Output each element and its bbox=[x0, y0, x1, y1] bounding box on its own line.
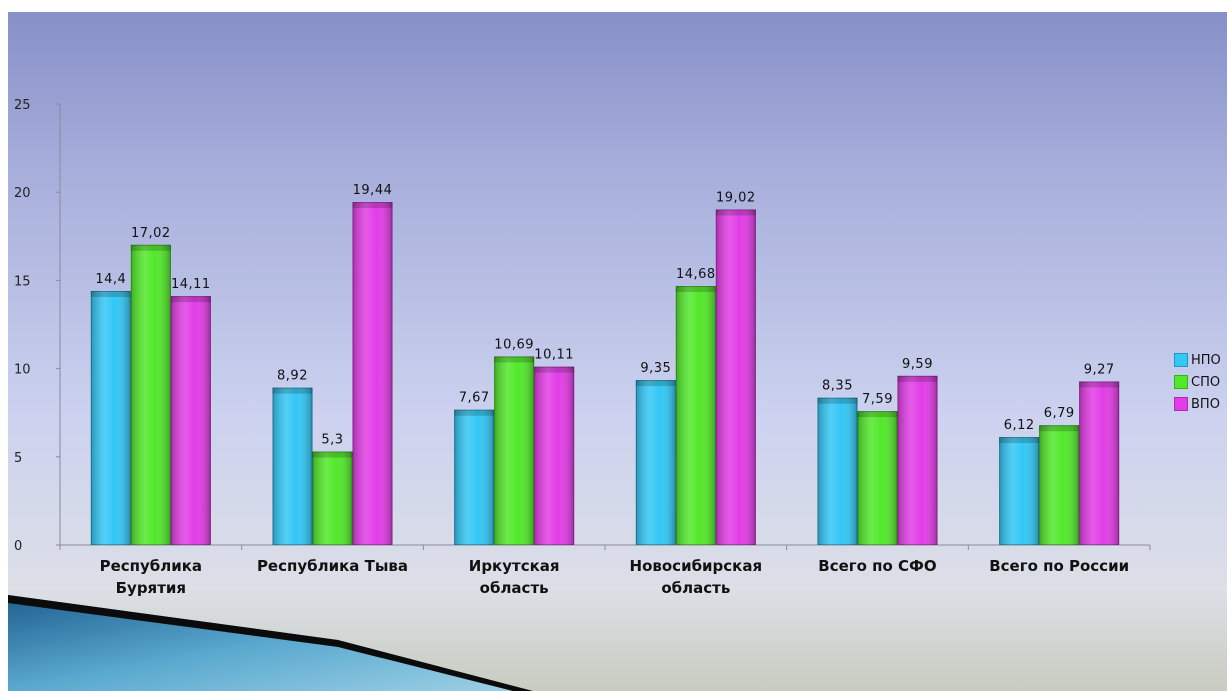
data-label: 9,27 bbox=[1084, 362, 1115, 377]
legend-item: ВПО bbox=[1174, 393, 1221, 415]
bar bbox=[817, 397, 858, 545]
bar bbox=[1039, 425, 1080, 545]
data-label: 14,68 bbox=[676, 267, 716, 282]
legend-swatch bbox=[1174, 375, 1188, 389]
bar bbox=[170, 296, 211, 546]
legend-swatch bbox=[1174, 397, 1188, 411]
bar bbox=[999, 437, 1040, 546]
data-label: 5,3 bbox=[321, 433, 343, 448]
bar bbox=[635, 380, 676, 546]
y-tick-label: 0 bbox=[14, 539, 22, 554]
data-label: 6,12 bbox=[1004, 418, 1035, 433]
y-tick-label: 20 bbox=[14, 186, 31, 201]
y-tick-label: 25 bbox=[14, 98, 31, 113]
data-label: 9,35 bbox=[640, 361, 671, 376]
data-label: 14,11 bbox=[171, 277, 211, 292]
data-label: 7,59 bbox=[862, 392, 893, 407]
x-category-label: Республика Тыва bbox=[257, 557, 408, 575]
data-label: 17,02 bbox=[131, 226, 171, 241]
data-label: 7,67 bbox=[459, 391, 490, 406]
bar bbox=[312, 451, 353, 545]
bar bbox=[534, 366, 575, 545]
x-category-label: Республика Бурятия bbox=[100, 557, 202, 597]
x-category-label: Всего по России bbox=[989, 557, 1129, 575]
bar bbox=[454, 409, 495, 545]
legend-label: НПО bbox=[1191, 352, 1221, 368]
data-label: 14,4 bbox=[95, 272, 126, 287]
data-label: 10,11 bbox=[534, 348, 574, 363]
x-category-label: Иркутская область bbox=[469, 557, 560, 597]
data-label: 6,79 bbox=[1044, 406, 1075, 421]
bar bbox=[897, 375, 938, 545]
bar bbox=[857, 411, 898, 545]
bar bbox=[494, 356, 535, 545]
data-label: 10,69 bbox=[494, 337, 534, 352]
decorative-swoosh bbox=[8, 595, 533, 691]
slide-background: 0 5 10 15 20 25 14,4 17,02 14,11 Республика Буряти… bbox=[8, 12, 1227, 691]
bar-chart: 0 5 10 15 20 25 14,4 17,02 14,11 Республика Буряти… bbox=[14, 98, 1151, 597]
legend-label: ВПО bbox=[1191, 396, 1220, 412]
legend-item: СПО bbox=[1174, 371, 1221, 393]
data-label: 9,59 bbox=[902, 357, 933, 372]
bar bbox=[130, 244, 171, 545]
x-category-label: Новосибирская область bbox=[630, 557, 763, 597]
legend-item: НПО bbox=[1174, 349, 1221, 371]
y-tick-label: 15 bbox=[14, 274, 31, 289]
data-label: 19,02 bbox=[716, 190, 756, 205]
x-category-label: Всего по СФО bbox=[818, 557, 936, 575]
bar bbox=[675, 286, 716, 545]
data-label: 8,35 bbox=[822, 379, 853, 394]
data-label: 8,92 bbox=[277, 369, 308, 384]
bar bbox=[90, 290, 131, 546]
bar bbox=[352, 202, 393, 545]
bar bbox=[272, 387, 313, 546]
y-tick-label: 10 bbox=[14, 363, 31, 378]
legend-swatch bbox=[1174, 353, 1188, 367]
legend-label: СПО bbox=[1191, 374, 1221, 390]
data-label: 19,44 bbox=[353, 183, 393, 198]
bar bbox=[1079, 381, 1120, 545]
y-tick-label: 5 bbox=[14, 451, 22, 466]
bar bbox=[715, 209, 756, 546]
chart-legend: НПО СПО ВПО bbox=[1174, 349, 1221, 415]
